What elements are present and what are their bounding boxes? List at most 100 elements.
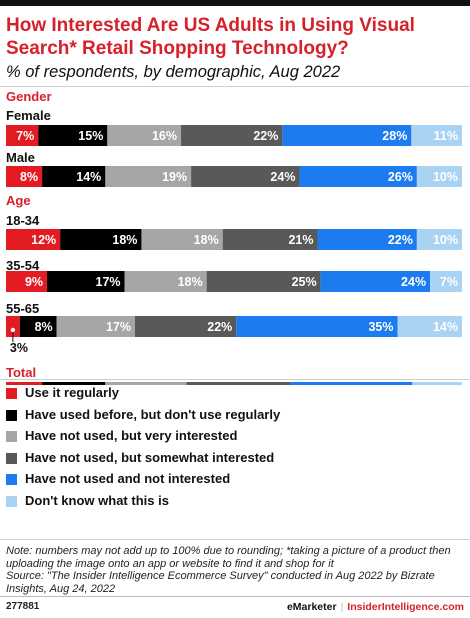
data-label: 26%: [388, 170, 413, 184]
legend-label: Don't know what this is: [25, 492, 169, 508]
brand-emarketer: eMarketer: [286, 601, 337, 613]
legend-swatch: [6, 474, 17, 485]
note-text: Note: numbers may not add up to 100% due…: [6, 545, 451, 596]
bar-segment: [6, 271, 48, 292]
data-label: 22%: [207, 320, 232, 334]
bar-segment: [299, 166, 417, 187]
bar-segment: [430, 271, 462, 292]
row-label: 35-54: [6, 258, 40, 273]
bar-segment: [60, 229, 142, 250]
bar-segment: [290, 382, 413, 385]
bar-segment: [19, 316, 57, 337]
bar-segment: [416, 166, 462, 187]
bar-segment: [411, 125, 462, 146]
chart-title: How Interested Are US Adults in Using Vi…: [6, 15, 415, 59]
row-label: Female: [6, 108, 51, 123]
data-label: 7%: [440, 275, 458, 289]
legend-swatch: [6, 452, 17, 464]
data-label: 8%: [20, 170, 38, 184]
bar-segment: [186, 382, 291, 385]
data-label: 10%: [433, 170, 458, 184]
brand-insider-intelligence: InsiderIntelligence.com: [347, 601, 464, 613]
legend-swatch: [6, 431, 17, 442]
bar-segment: [42, 382, 106, 385]
data-label: 7%: [16, 129, 34, 143]
callout-dot: [10, 327, 16, 333]
bar-segment: [38, 125, 108, 146]
data-label: 35%: [368, 320, 393, 334]
bar-segment: [222, 229, 318, 250]
chart-subtitle: % of respondents, by demographic, Aug 20…: [6, 63, 341, 81]
group-label: Total: [6, 365, 36, 380]
bar-segment: [105, 382, 187, 385]
legend-label: Have not used and not interested: [25, 471, 231, 486]
top-rule: [0, 0, 470, 6]
chart-divider: [0, 379, 470, 380]
bar-segment: [416, 229, 462, 250]
bar-segment: [124, 271, 207, 292]
brand-separator: |: [340, 601, 344, 613]
row-label: Male: [6, 150, 35, 165]
data-label: 18%: [112, 233, 137, 247]
data-label: 21%: [288, 233, 313, 247]
data-label: 16%: [152, 129, 177, 143]
legend-label: Have used before, but don't use regularl…: [25, 406, 281, 422]
data-label: 15%: [78, 129, 103, 143]
data-label: 8%: [35, 320, 53, 334]
legend-swatch: [6, 495, 17, 507]
bar-segment: [320, 271, 431, 292]
data-label: 14%: [433, 320, 458, 334]
bar-segment: [42, 166, 106, 187]
bar-segment: [317, 229, 417, 250]
data-label: 19%: [162, 170, 187, 184]
data-label: 10%: [433, 233, 458, 247]
bar-segment: [412, 382, 462, 385]
bar-segment: [397, 316, 462, 337]
data-label: 17%: [96, 275, 121, 289]
data-label: 24%: [270, 170, 295, 184]
bar-segment: [236, 316, 398, 337]
data-label: 11%: [434, 129, 458, 143]
data-label: 12%: [31, 233, 56, 247]
group-label: Age: [6, 193, 31, 208]
data-label: 18%: [194, 233, 219, 247]
data-label: 17%: [106, 320, 131, 334]
data-label: 22%: [253, 129, 278, 143]
footer-brand: eMarketer | InsiderIntelligence.com: [287, 601, 464, 613]
bar-segment: [56, 316, 135, 337]
bar-segment: [6, 229, 61, 250]
footer-rule: [0, 596, 470, 597]
row-label: 18-34: [6, 213, 40, 228]
data-label: 25%: [292, 275, 317, 289]
chart-id: 277881: [6, 601, 40, 612]
bar-segment: [6, 166, 43, 187]
data-label: 14%: [76, 170, 101, 184]
legend-label: Have not used, but somewhat interested: [25, 449, 275, 465]
bar-segment: [47, 271, 125, 292]
bar-segment: [191, 166, 300, 187]
bar-segment: [141, 229, 223, 250]
bar-segment: [134, 316, 237, 337]
legend-label: Have not used, but very interested: [25, 428, 238, 443]
bar-segment: [6, 316, 20, 337]
group-label: Gender: [6, 89, 52, 104]
data-label: 22%: [388, 233, 413, 247]
bar-segment: [6, 125, 39, 146]
data-label: 3%: [10, 341, 28, 355]
note-divider: [0, 539, 470, 540]
row-label: 55-65: [6, 301, 39, 316]
data-label: 18%: [178, 275, 203, 289]
source-note: Note: numbers may not add up to 100% due…: [6, 545, 466, 596]
legend-label: Use it regularly: [25, 385, 119, 400]
bar-segment: [181, 125, 283, 146]
header-divider: [0, 86, 470, 87]
data-label: 28%: [382, 129, 407, 143]
bar-segment: [206, 271, 321, 292]
bar-segment: [282, 125, 412, 146]
bar-segment: [105, 166, 192, 187]
legend-swatch: [6, 409, 17, 421]
bar-segment: [6, 382, 43, 385]
data-label: 9%: [25, 275, 43, 289]
stacked-bar-chart: Gender Female 7% 15% 16% 22% 28% 11% Male 8% 14% 19…: [6, 89, 462, 385]
legend-swatch: [6, 388, 17, 399]
